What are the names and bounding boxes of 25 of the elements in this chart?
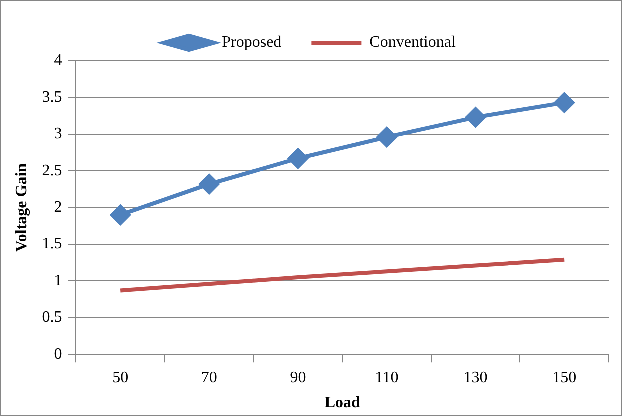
x-tick-label: 70	[201, 369, 218, 386]
x-tick-label: 110	[375, 369, 399, 386]
point	[110, 205, 131, 226]
y-tick-label: 2.5	[42, 162, 62, 180]
x-tick-label: 130	[464, 369, 488, 386]
point	[377, 127, 397, 148]
y-tick-label: 0	[54, 346, 62, 363]
point	[288, 148, 308, 169]
point	[199, 174, 220, 194]
point	[466, 108, 486, 128]
y-tick-label: 4	[54, 52, 62, 70]
legend-label: Conventional	[370, 34, 456, 52]
x-tick-label: 50	[112, 369, 129, 386]
y-axis-title: Voltage Gain	[14, 163, 31, 252]
point	[554, 92, 575, 113]
y-tick-label: 1	[54, 272, 62, 290]
legend-label: Proposed	[222, 34, 282, 52]
y-tick-label: 3.5	[42, 88, 62, 106]
x-tick-label: 90	[290, 369, 306, 386]
y-tick-label: 2	[54, 199, 62, 216]
x-tick-label: 150	[552, 369, 577, 386]
x-axis-title: Load	[324, 394, 360, 412]
y-tick-label: 1.5	[42, 236, 62, 253]
y-tick-label: 0.5	[42, 309, 62, 326]
y-tick-label: 3	[54, 126, 62, 143]
